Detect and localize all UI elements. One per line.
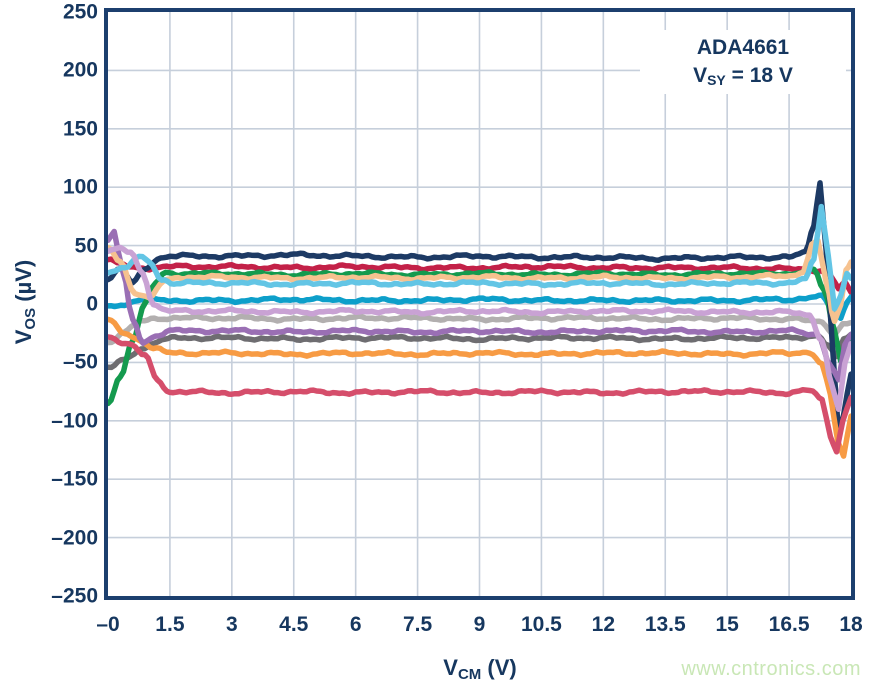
x-tick-label: 1.5 [155,613,185,636]
x-tick-label: 4.5 [279,613,309,636]
y-axis-label-symbol: V [11,329,36,345]
x-tick-label: 16.5 [768,613,810,636]
y-tick-label: 200 [62,58,98,82]
gridlines [108,12,851,596]
y-axis-label-subscript: OS [22,307,39,330]
x-tick-label: 18 [839,613,863,636]
y-tick-label: 0 [86,292,98,316]
x-tick-label: 13.5 [644,613,686,636]
plot-area [108,12,851,596]
trace-unit-silver [108,313,851,346]
annotation-box: ADA4661 VSY = 18 V [640,30,846,94]
y-tick-label: –250 [51,584,98,608]
x-tick-label: 15 [715,613,739,636]
trace-unit-purple [108,228,851,383]
x-tick-label: 7.5 [402,613,433,636]
trace-unit-navy [108,180,851,438]
trace-unit-sky [108,203,851,312]
trace-unit-peach [108,237,851,325]
x-axis-label-subscript: CM [457,666,482,683]
x-tick-label: 10.5 [520,613,562,636]
annotation-part-number: ADA4661 [696,35,790,59]
trace-unit-teal [108,292,851,322]
y-axis-label-unit: (µV) [11,259,36,308]
y-tick-label: 100 [62,175,98,199]
plot-frame [104,8,855,600]
x-tick-label: 12 [591,613,616,636]
y-tick-label: 150 [62,117,98,141]
y-tick-label: –200 [51,526,98,550]
y-tick-label: –100 [51,409,98,433]
x-tick-label: 3 [225,613,238,636]
watermark: www.cntronics.com [681,658,861,680]
x-tick-label: –0 [96,613,120,636]
y-tick-label: 250 [62,0,98,24]
y-tick-label: –50 [62,350,98,374]
trace-unit-crimson [108,256,851,296]
trace-unit-darkgray [108,331,851,371]
x-axis-label-symbol: V [443,655,458,680]
x-axis-label-unit: (V) [481,655,517,680]
y-tick-label: –150 [51,467,98,491]
y-axis-label: VOS (µV) [11,259,39,345]
trace-unit-rose [108,334,851,455]
trace-unit-orange [108,316,851,459]
x-axis-label: VCM (V) [443,655,517,683]
x-tick-label: 6 [349,613,362,636]
x-tick-label: 9 [473,613,486,636]
y-tick-label: 50 [74,234,98,258]
trace-unit-plum [108,244,851,412]
annotation-supply-voltage: VSY = 18 V [693,64,793,88]
